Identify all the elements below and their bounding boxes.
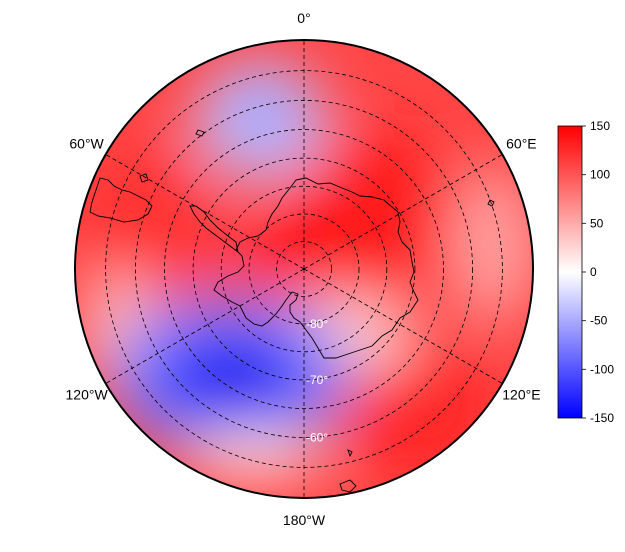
graticule [105,40,503,498]
field-low-southwest-center [200,358,270,402]
field-low-north-core [227,80,297,150]
parallel-line [164,129,444,409]
parallel-line [276,241,332,297]
colorbar-tick-label: 100 [590,168,610,182]
latitude-label: -60° [306,431,328,445]
longitude-label: 60°W [69,136,104,152]
latitude-label: -80° [306,317,328,331]
longitude-label: 0° [297,10,310,26]
longitude-label: 120°E [502,387,540,403]
south-america-tip [89,177,153,223]
parallel-line [192,157,416,381]
colorbar-tick-label: -100 [590,362,614,376]
colorbar-tick-label: -50 [590,314,608,328]
parallel-line [220,185,388,353]
island-west-coast [139,173,149,183]
island-south [339,479,357,493]
latitude-labels: -60° -70° -80° [306,317,328,445]
longitude-labels: 0° 60°W 60°E 120°W 120°E 180°W [66,10,541,528]
field-neutral-east [450,165,533,325]
island-east [487,199,495,207]
island-southeast [347,449,353,458]
longitude-label: 60°E [506,136,537,152]
colorbar: 150 100 50 0 -50 -100 -150 [557,119,614,425]
field-high-pole [250,215,360,315]
longitude-label: 120°W [66,387,109,403]
meridian-line [303,154,503,270]
field-high-west [80,150,220,310]
island-north [195,129,205,137]
antarctic-peninsula [189,205,239,254]
coastline [89,129,495,493]
latitude-label: -70° [306,373,328,387]
colorbar-tick-label: -150 [590,411,614,425]
colorbar-ticks: 150 100 50 0 -50 -100 -150 [582,119,614,425]
field-fringe-south [185,430,325,480]
antarctica-coastline [213,177,419,359]
colorbar-tick-label: 150 [590,119,610,133]
meridian-line [105,154,305,270]
colorbar-tick-label: 50 [590,216,604,230]
longitude-label: 180°W [283,512,326,528]
meridian-line [105,268,305,384]
parallel-line [248,213,360,325]
colorbar-tick-label: 0 [590,265,597,279]
map-boundary [74,39,534,499]
colorbar-gradient [557,125,583,419]
data-field [75,40,533,498]
meridian-line [303,268,503,384]
